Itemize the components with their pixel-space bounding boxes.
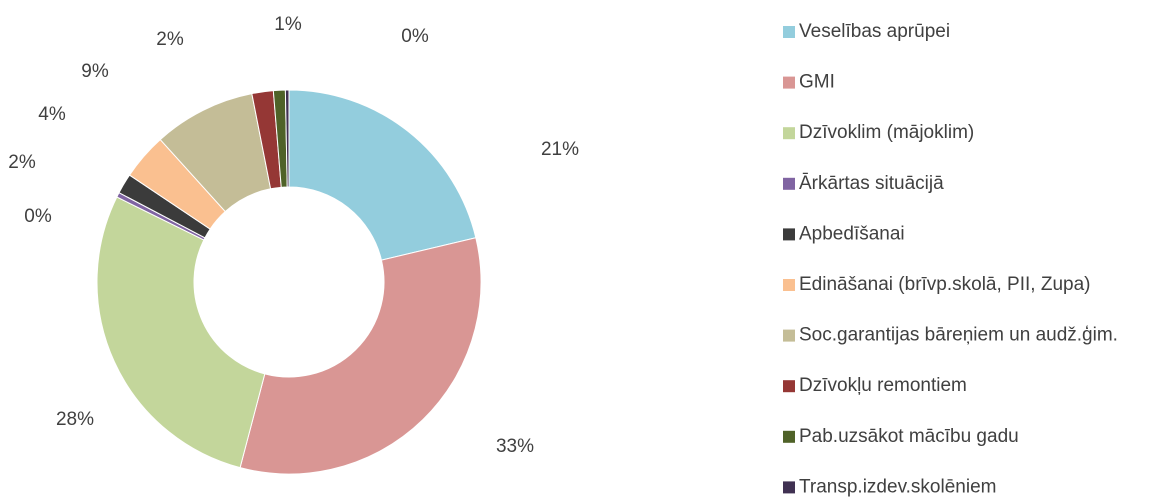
legend-label: Pab.uzsākot mācību gadu [799, 426, 1019, 447]
legend-label: Ārkārtas situācijā [799, 173, 944, 194]
data-label: 4% [38, 104, 66, 125]
legend-label: Dzīvoklim (mājoklim) [799, 122, 974, 143]
slice [288, 89, 477, 261]
legend-label: Transp.izdev.skolēniem [799, 476, 996, 497]
legend-swatch [783, 127, 795, 140]
legend-label: Veselības aprūpei [799, 21, 950, 42]
data-label: 2% [156, 29, 184, 50]
legend-swatch [783, 329, 795, 342]
legend-label: Dzīvokļu remontiem [799, 375, 967, 396]
legend-swatch [783, 177, 795, 190]
legend-swatch [783, 76, 795, 89]
data-label: 1% [274, 14, 302, 35]
data-label: 33% [496, 436, 534, 457]
legend-label: GMI [799, 72, 835, 93]
legend-swatch [783, 430, 795, 443]
slice [239, 237, 482, 475]
slice [96, 196, 266, 469]
legend-label: Edināšanai (brīvp.skolā, PII, Zupa) [799, 274, 1090, 295]
data-label: 0% [401, 26, 429, 47]
legend-swatch [783, 481, 795, 494]
legend-label: Soc.garantijas bāreņiem un audž.ģim. [799, 325, 1118, 346]
legend-swatch [783, 279, 795, 291]
legend-swatch [783, 228, 795, 241]
data-label: 0% [24, 206, 52, 227]
data-label: 21% [541, 139, 579, 160]
data-label: 2% [8, 152, 36, 173]
data-label: 28% [56, 409, 94, 430]
legend-label: Apbedīšanai [799, 223, 905, 244]
data-label: 9% [81, 61, 109, 82]
legend-swatch [783, 380, 795, 393]
slice [284, 89, 290, 188]
legend-swatch [783, 26, 795, 38]
